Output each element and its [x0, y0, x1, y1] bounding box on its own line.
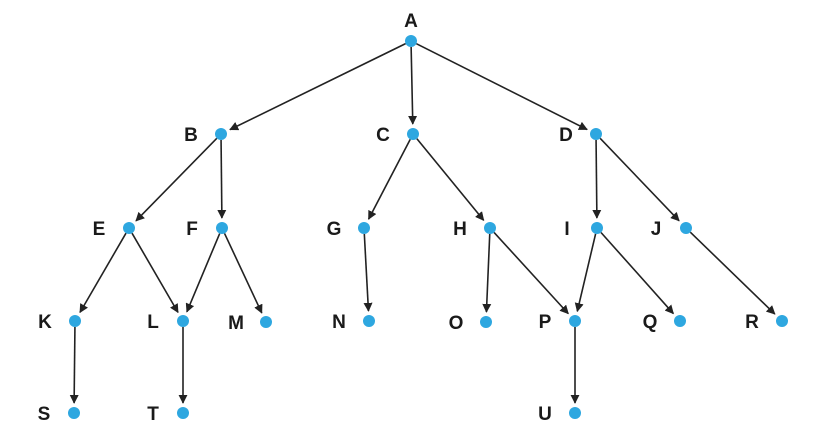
node-s-dot — [68, 407, 80, 419]
node-k-label: K — [38, 312, 52, 333]
node-i-label: I — [564, 219, 569, 240]
node-q-dot — [674, 315, 686, 327]
node-n-label: N — [332, 312, 346, 333]
edge-h-o — [482, 233, 492, 313]
edge-a-d — [416, 42, 588, 131]
node-s: S — [38, 404, 80, 425]
node-l: L — [147, 312, 189, 333]
node-p-dot — [569, 315, 581, 327]
edge-f-m — [223, 233, 263, 314]
node-u: U — [538, 404, 581, 425]
node-b: B — [184, 125, 227, 146]
node-u-label: U — [538, 404, 552, 425]
edge-d-j — [599, 137, 680, 222]
edge-a-c — [408, 46, 418, 125]
node-j-dot — [680, 222, 692, 234]
node-g: G — [327, 219, 370, 240]
node-c: C — [376, 125, 419, 146]
node-t: T — [147, 404, 189, 425]
node-f: F — [186, 219, 228, 240]
node-f-label: F — [186, 219, 198, 240]
edge-b-e — [135, 137, 218, 222]
nodes-layer: A B C D E F G H I J K L M N O P Q R S T U — [38, 11, 788, 425]
node-g-dot — [358, 222, 370, 234]
node-i-dot — [591, 222, 603, 234]
node-t-label: T — [147, 404, 159, 425]
node-q-label: Q — [643, 312, 658, 333]
node-o: O — [449, 313, 492, 334]
node-o-label: O — [449, 313, 464, 334]
node-f-dot — [216, 222, 228, 234]
node-k: K — [38, 312, 81, 333]
node-t-dot — [177, 407, 189, 419]
node-m: M — [228, 313, 272, 334]
node-r-label: R — [745, 312, 759, 333]
node-h-dot — [484, 222, 496, 234]
node-b-label: B — [184, 125, 198, 146]
node-e-label: E — [93, 219, 106, 240]
node-n-dot — [363, 315, 375, 327]
node-a-dot — [405, 35, 417, 47]
edge-a-b — [229, 42, 406, 131]
edge-i-p — [574, 233, 597, 313]
node-p-label: P — [539, 312, 552, 333]
node-q: Q — [643, 312, 686, 333]
node-m-dot — [260, 316, 272, 328]
edge-c-g — [367, 138, 411, 220]
edge-g-n — [363, 233, 373, 312]
node-a-label: A — [404, 11, 418, 32]
node-k-dot — [69, 315, 81, 327]
node-b-dot — [215, 128, 227, 140]
node-o-dot — [480, 316, 492, 328]
node-n: N — [332, 312, 375, 333]
node-r: R — [745, 312, 788, 333]
edge-c-h — [416, 138, 485, 221]
edge-e-l — [131, 232, 179, 314]
node-l-label: L — [147, 312, 159, 333]
edge-f-l — [185, 233, 221, 313]
node-i: I — [564, 219, 603, 240]
node-j: J — [651, 219, 692, 240]
node-c-label: C — [376, 125, 390, 146]
node-s-label: S — [38, 404, 51, 425]
node-h: H — [453, 219, 496, 240]
edge-h-p — [493, 231, 569, 315]
node-p: P — [539, 312, 581, 333]
edge-e-k — [79, 232, 127, 314]
node-a: A — [404, 11, 418, 47]
edges-layer — [69, 42, 776, 404]
node-u-dot — [569, 407, 581, 419]
edge-k-s — [69, 326, 79, 404]
node-l-dot — [177, 315, 189, 327]
node-g-label: G — [327, 219, 342, 240]
node-e: E — [93, 219, 135, 240]
edge-j-r — [689, 231, 776, 315]
node-j-label: J — [651, 219, 662, 240]
node-d-label: D — [559, 125, 573, 146]
node-e-dot — [123, 222, 135, 234]
node-r-dot — [776, 315, 788, 327]
node-d-dot — [590, 128, 602, 140]
node-c-dot — [407, 128, 419, 140]
edge-d-i — [592, 139, 602, 219]
node-d: D — [559, 125, 602, 146]
node-h-label: H — [453, 219, 467, 240]
edge-b-f — [217, 139, 227, 219]
node-m-label: M — [228, 313, 244, 334]
edge-i-q — [600, 231, 674, 315]
